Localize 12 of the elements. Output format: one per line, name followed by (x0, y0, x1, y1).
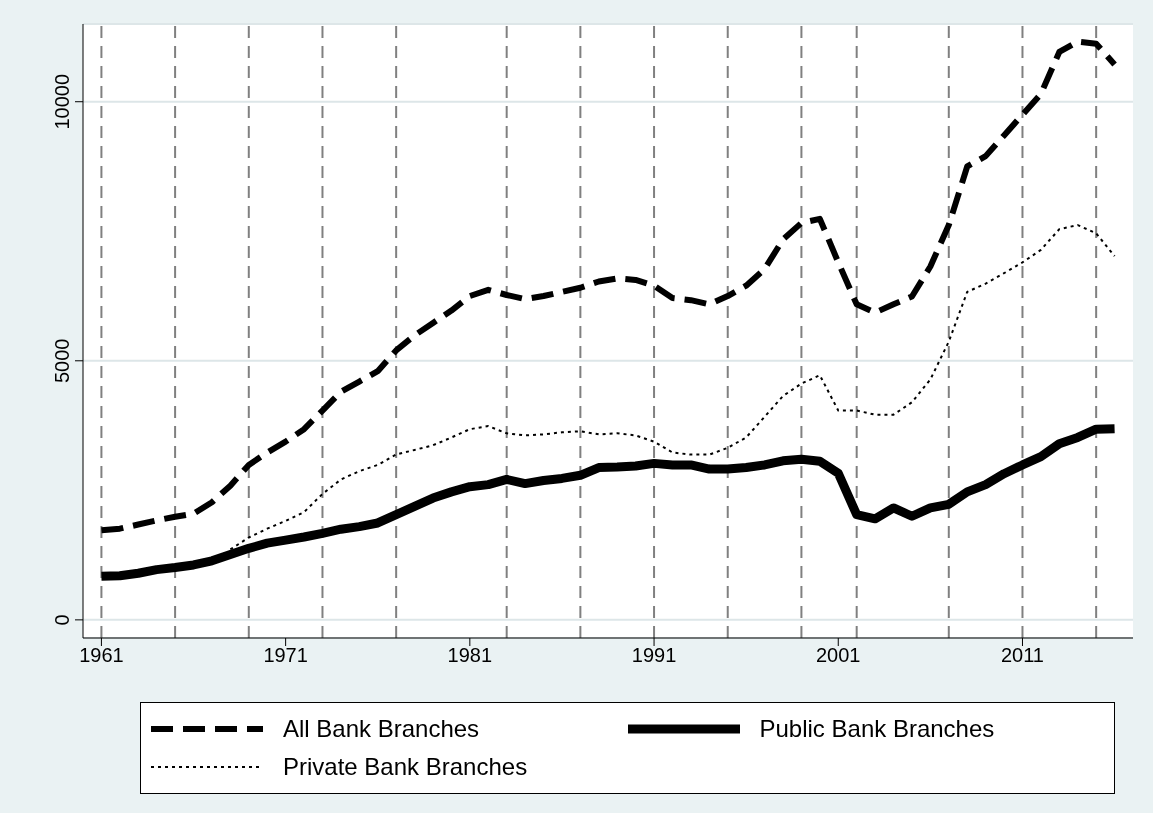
y-tick-label: 10000 (51, 73, 73, 130)
x-tick-label: 2001 (816, 644, 861, 667)
x-tick-label: 1981 (447, 644, 493, 667)
legend-label: Private Bank Branches (283, 753, 528, 781)
x-tick-label: 1971 (263, 644, 308, 667)
y-tick-label: 5000 (51, 338, 73, 384)
y-tick-label: 0 (51, 614, 73, 626)
x-tick-label: 2011 (1000, 644, 1044, 667)
legend-label: All Bank Branches (283, 715, 480, 743)
x-tick-label: 1991 (631, 644, 677, 667)
legend-label: Public Bank Branches (759, 715, 995, 743)
x-tick-label: 1961 (79, 644, 124, 667)
